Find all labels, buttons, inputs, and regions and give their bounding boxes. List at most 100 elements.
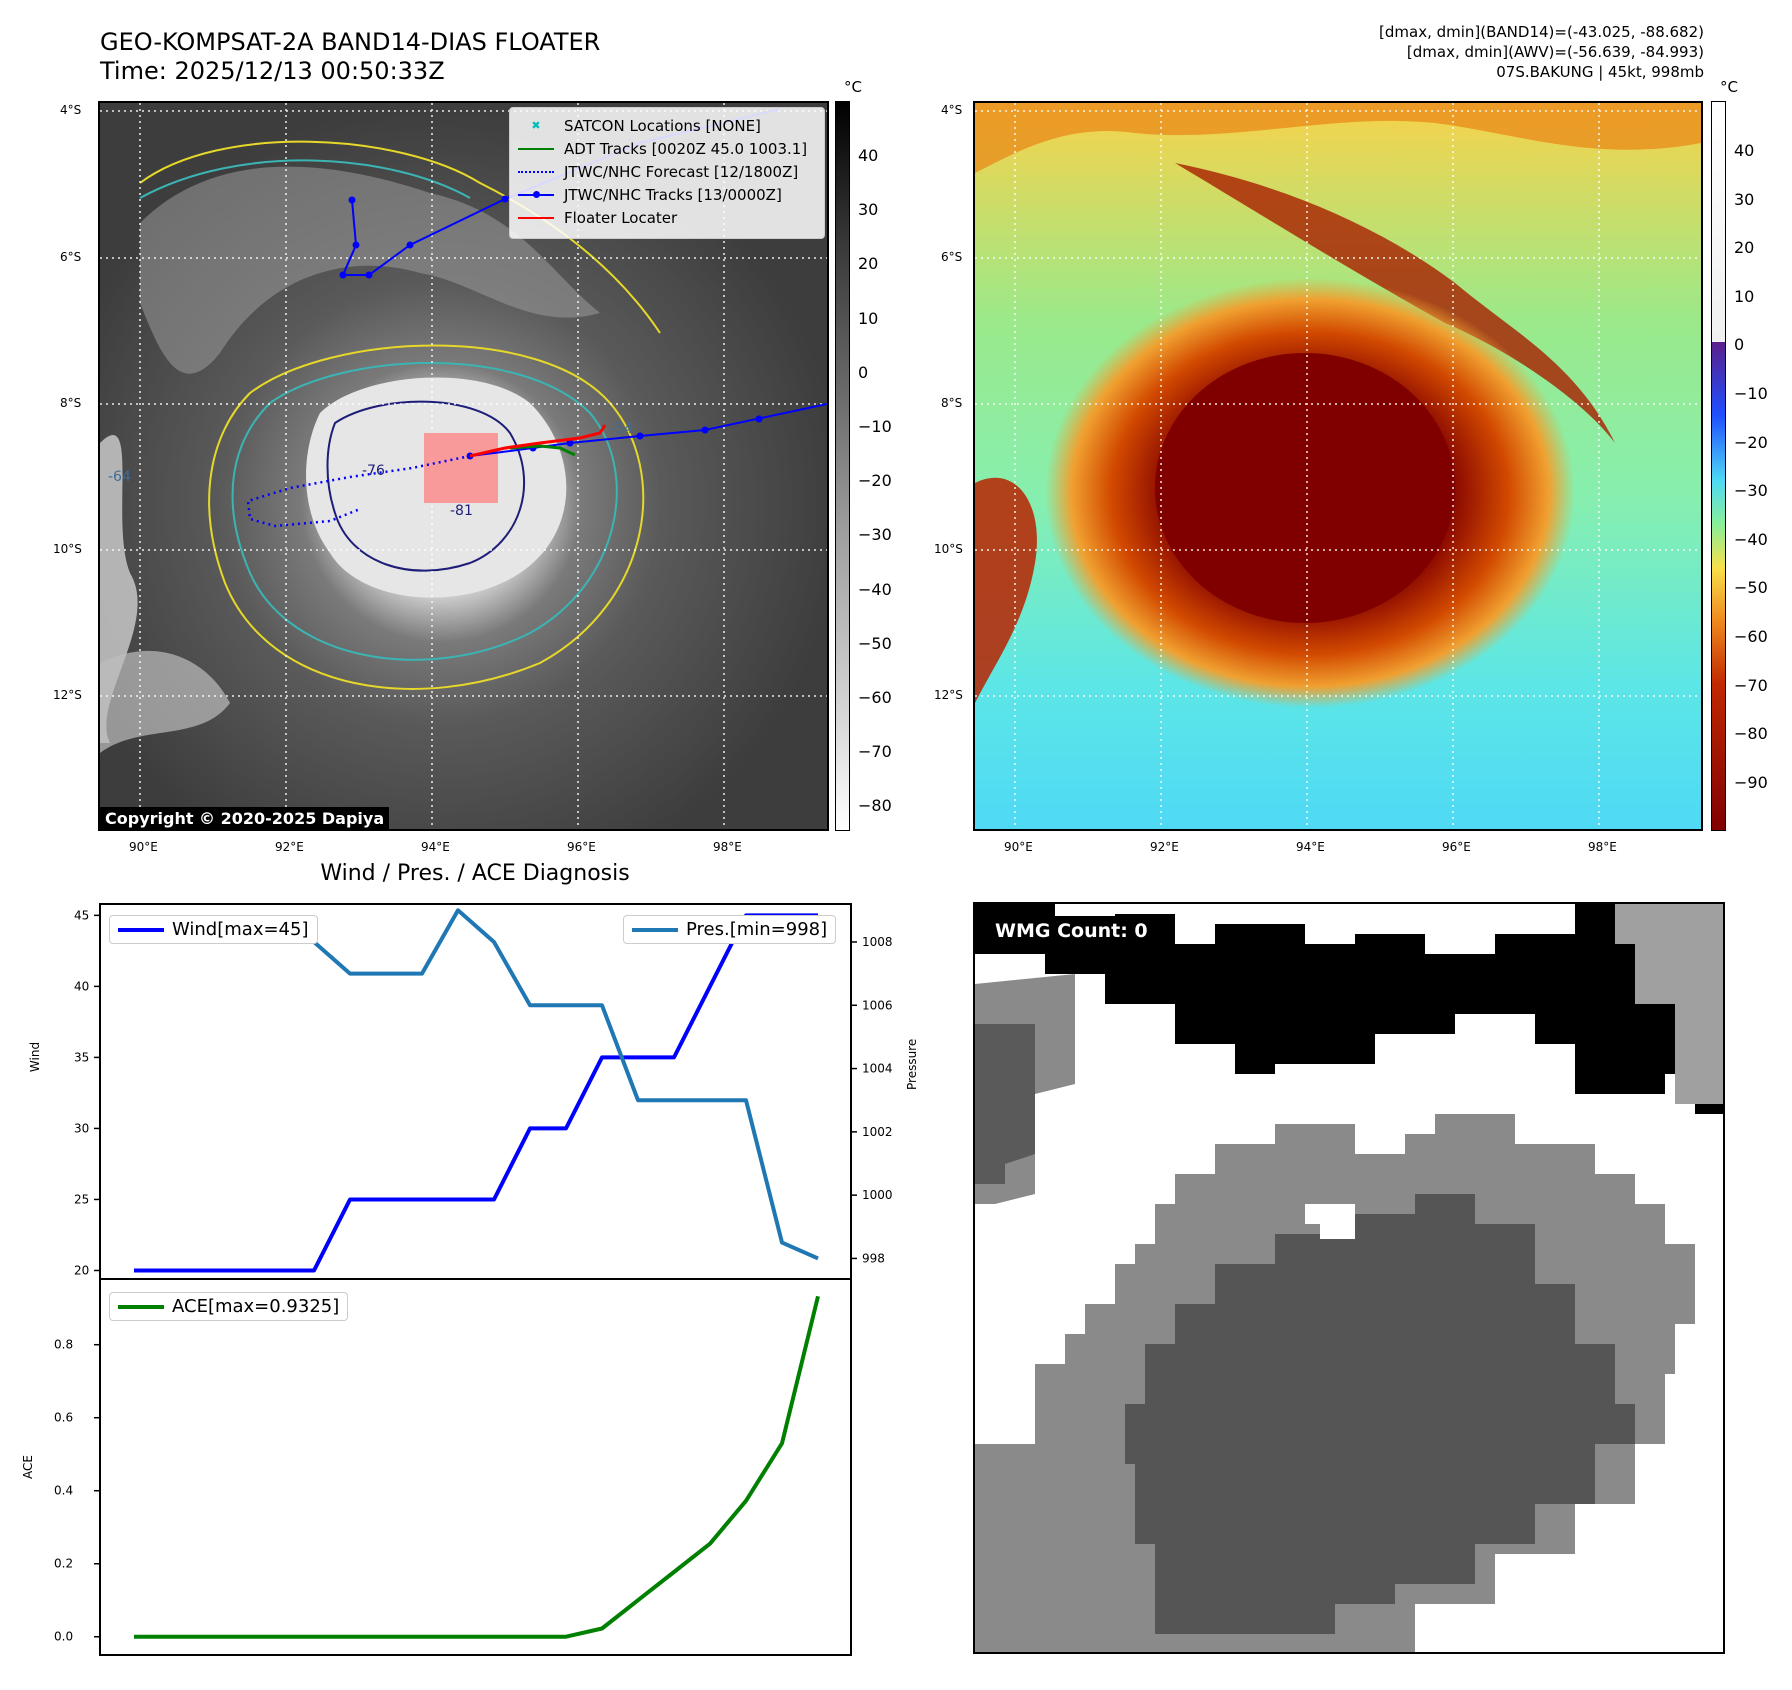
ace-legend-label: ACE[max=0.9325]	[172, 1296, 340, 1317]
wind-legend-label: Wind[max=45]	[172, 919, 309, 940]
ace-frame	[99, 1278, 852, 1656]
legend-swatch	[518, 165, 554, 179]
pressure-legend-label: Pres.[min=998]	[686, 919, 828, 940]
legend-swatch	[518, 142, 554, 156]
colorbar-tick: −40	[1734, 529, 1768, 549]
pressure-tick-label: 1002	[862, 1125, 893, 1139]
colorbar-tick: −80	[1734, 724, 1768, 744]
wind-tick-label: 25	[74, 1192, 89, 1206]
colorbar-tick: −60	[858, 688, 892, 707]
lon-label: 96°E	[567, 840, 596, 854]
lat-label: 6°S	[60, 250, 82, 264]
lat-label: 4°S	[941, 103, 963, 117]
lat-label: 6°S	[941, 250, 963, 264]
wind-legend: Wind[max=45]	[109, 915, 318, 944]
lat-label: 12°S	[53, 688, 82, 702]
wind-series-line	[134, 913, 818, 1273]
pressure-tick-label: 1008	[862, 935, 893, 949]
colorbar-tick: 0	[1734, 335, 1745, 355]
diagnosis-title: Wind / Pres. / ACE Diagnosis	[320, 861, 630, 886]
map-legend: ✖ SATCON Locations [NONE] ADT Tracks [0020…	[509, 107, 825, 239]
colorbar-tick: 40	[858, 146, 879, 165]
info-awv: [dmax, dmin](AWV)=(-56.639, -84.993)	[1406, 43, 1704, 61]
contour-label: -81	[450, 503, 473, 519]
contour-label: -54	[610, 421, 633, 437]
colorbar-tick: −10	[1734, 384, 1768, 403]
legend-item: ✖ SATCON Locations [NONE]	[518, 116, 761, 136]
colorbar-tick: −80	[858, 796, 892, 816]
wmg-count-badge: WMG Count: 0	[987, 916, 1156, 946]
colorbar-unit: °C	[844, 78, 862, 96]
wmg-panel: WMG Count: 0	[973, 902, 1725, 1654]
colorbar-tick: −40	[858, 579, 892, 599]
pressure-legend-swatch	[632, 927, 678, 932]
lon-label: 92°E	[275, 840, 304, 854]
wind-tick-label: 30	[74, 1121, 89, 1135]
lat-label: 12°S	[934, 688, 963, 702]
awv-colorbar	[1711, 101, 1726, 831]
colorbar-tick: −30	[1734, 481, 1768, 501]
colorbar-tick: −30	[858, 525, 892, 545]
ir-colorbar	[835, 101, 850, 831]
wmg-image	[975, 904, 1723, 1652]
copyright-label: Copyright © 2020-2025 Dapiya	[100, 807, 390, 829]
colorbar-tick: −90	[1734, 772, 1768, 792]
contour-label: -76	[362, 463, 385, 479]
colorbar-tick: 30	[858, 200, 879, 220]
wind-tick-label: 20	[74, 1263, 89, 1277]
contour-labels: -76 -81 -64 -54	[108, 421, 633, 519]
legend-swatch	[518, 188, 554, 202]
legend-item: JTWC/NHC Forecast [12/1800Z]	[518, 162, 798, 182]
wind-pres-frame	[99, 903, 852, 1280]
colorbar-tick: 10	[858, 308, 879, 328]
colorbar-tick: −20	[858, 471, 892, 491]
colorbar-tick: 40	[1734, 141, 1755, 160]
ace-legend: ACE[max=0.9325]	[109, 1292, 349, 1321]
ace-tick-label: 0.0	[54, 1630, 73, 1644]
lon-label: 98°E	[1588, 840, 1617, 854]
colorbar-tick: 20	[1734, 238, 1755, 258]
awv-map-image	[975, 103, 1701, 829]
pressure-tick-label: 998	[862, 1251, 885, 1265]
figure-title: GEO-KOMPSAT-2A BAND14-DIAS FLOATER	[100, 28, 601, 56]
colorbar-tick: −50	[858, 633, 892, 653]
colorbar-tick: −50	[1734, 578, 1768, 598]
ir-map: -76 -81 -64 -54 ✖ SATCON Locations [NONE]…	[98, 101, 829, 831]
awv-map	[973, 101, 1703, 831]
wind-legend-swatch	[118, 927, 164, 932]
pressure-tick-label: 1000	[862, 1188, 893, 1202]
wind-tick-label: 40	[74, 979, 89, 993]
ace-tick-label: 0.2	[54, 1557, 73, 1571]
legend-item: JTWC/NHC Tracks [13/0000Z]	[518, 185, 782, 205]
lon-label: 98°E	[713, 840, 742, 854]
lon-label: 96°E	[1442, 840, 1471, 854]
lon-label: 94°E	[1296, 840, 1325, 854]
colorbar-tick: −60	[1734, 627, 1768, 646]
pressure-legend: Pres.[min=998]	[623, 915, 837, 944]
info-storm: 07S.BAKUNG | 45kt, 998mb	[1496, 63, 1704, 81]
wind-tick-label: 35	[74, 1050, 89, 1064]
colorbar-tick: −70	[1734, 675, 1768, 695]
colorbar-tick: 10	[1734, 286, 1755, 306]
pressure-tick-label: 1004	[862, 1062, 893, 1076]
legend-swatch: ✖	[531, 119, 541, 132]
lat-label: 8°S	[941, 396, 963, 410]
colorbar-tick: 30	[1734, 189, 1755, 209]
colorbar-tick: −70	[858, 742, 892, 762]
lat-label: 10°S	[934, 542, 963, 556]
pressure-series-line	[134, 908, 819, 1261]
contour-label: -64	[108, 469, 131, 485]
lon-label: 90°E	[1004, 840, 1033, 854]
ace-legend-swatch	[118, 1304, 164, 1309]
lon-label: 94°E	[421, 840, 450, 854]
colorbar-tick: −20	[1734, 432, 1768, 452]
figure-time: Time: 2025/12/13 00:50:33Z	[100, 57, 445, 85]
colorbar-unit: °C	[1720, 78, 1738, 96]
lat-label: 10°S	[53, 542, 82, 556]
info-band14: [dmax, dmin](BAND14)=(-43.025, -88.682)	[1379, 23, 1704, 41]
ace-tick-label: 0.8	[54, 1338, 73, 1352]
legend-item: Floater Locater	[518, 208, 677, 228]
lat-label: 8°S	[60, 396, 82, 410]
colorbar-tick: 0	[858, 362, 869, 382]
